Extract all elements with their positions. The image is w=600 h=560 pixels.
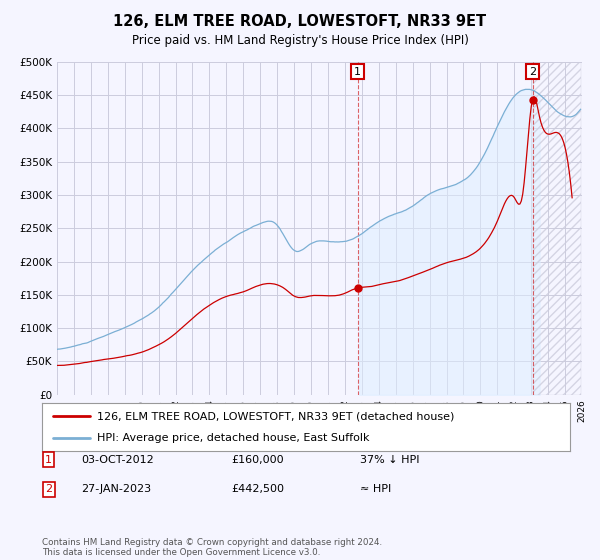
- Text: 1: 1: [354, 67, 361, 77]
- Text: HPI: Average price, detached house, East Suffolk: HPI: Average price, detached house, East…: [97, 433, 370, 443]
- Text: 2: 2: [45, 484, 52, 494]
- Text: 126, ELM TREE ROAD, LOWESTOFT, NR33 9ET (detached house): 126, ELM TREE ROAD, LOWESTOFT, NR33 9ET …: [97, 411, 455, 421]
- Text: Contains HM Land Registry data © Crown copyright and database right 2024.
This d: Contains HM Land Registry data © Crown c…: [42, 538, 382, 557]
- Text: 126, ELM TREE ROAD, LOWESTOFT, NR33 9ET: 126, ELM TREE ROAD, LOWESTOFT, NR33 9ET: [113, 14, 487, 29]
- Text: 1: 1: [45, 455, 52, 465]
- Text: 37% ↓ HPI: 37% ↓ HPI: [360, 455, 419, 465]
- Text: 2: 2: [529, 67, 536, 77]
- Text: 27-JAN-2023: 27-JAN-2023: [81, 484, 151, 494]
- Text: £160,000: £160,000: [231, 455, 284, 465]
- Text: ≈ HPI: ≈ HPI: [360, 484, 391, 494]
- Text: £442,500: £442,500: [231, 484, 284, 494]
- Text: Price paid vs. HM Land Registry's House Price Index (HPI): Price paid vs. HM Land Registry's House …: [131, 34, 469, 46]
- Text: 03-OCT-2012: 03-OCT-2012: [81, 455, 154, 465]
